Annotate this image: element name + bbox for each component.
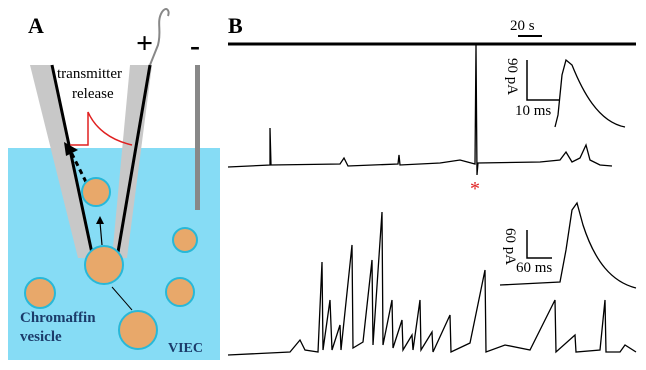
scale-bar: [526, 230, 552, 259]
release-trace: [70, 111, 133, 146]
label: VIEC: [168, 341, 203, 356]
panel-label: B: [228, 13, 243, 38]
plus: +: [136, 27, 153, 60]
electrode-wall: [30, 65, 93, 258]
electrode-edge: [115, 64, 152, 259]
arrowhead: [96, 216, 104, 224]
arrow: [111, 286, 133, 311]
trace: [227, 211, 637, 356]
minus: -: [190, 29, 200, 62]
scale-bar: [526, 60, 560, 101]
label: vesicle: [20, 329, 62, 345]
scale-label: 20 s: [510, 18, 535, 34]
arrow: [99, 221, 103, 246]
scale-label: 90 pA: [504, 58, 520, 95]
label: Chromaffin: [20, 310, 96, 326]
arrowhead: [64, 142, 78, 156]
vesicles: [24, 177, 198, 350]
electrode-edge: [50, 64, 95, 259]
marker: *: [470, 178, 480, 200]
label: transmitter: [57, 66, 122, 82]
scale-label: 60 ms: [516, 260, 552, 276]
inset-trace: [499, 201, 637, 289]
label: release: [72, 86, 114, 102]
arrow: [68, 149, 92, 191]
scale-label: 10 ms: [515, 103, 551, 119]
inset-trace: [554, 58, 626, 128]
wire: [149, 8, 170, 66]
reference-electrode: [195, 65, 200, 210]
scale-label: 60 pA: [502, 228, 518, 265]
trace: [227, 44, 613, 176]
panel-label: A: [28, 13, 44, 38]
